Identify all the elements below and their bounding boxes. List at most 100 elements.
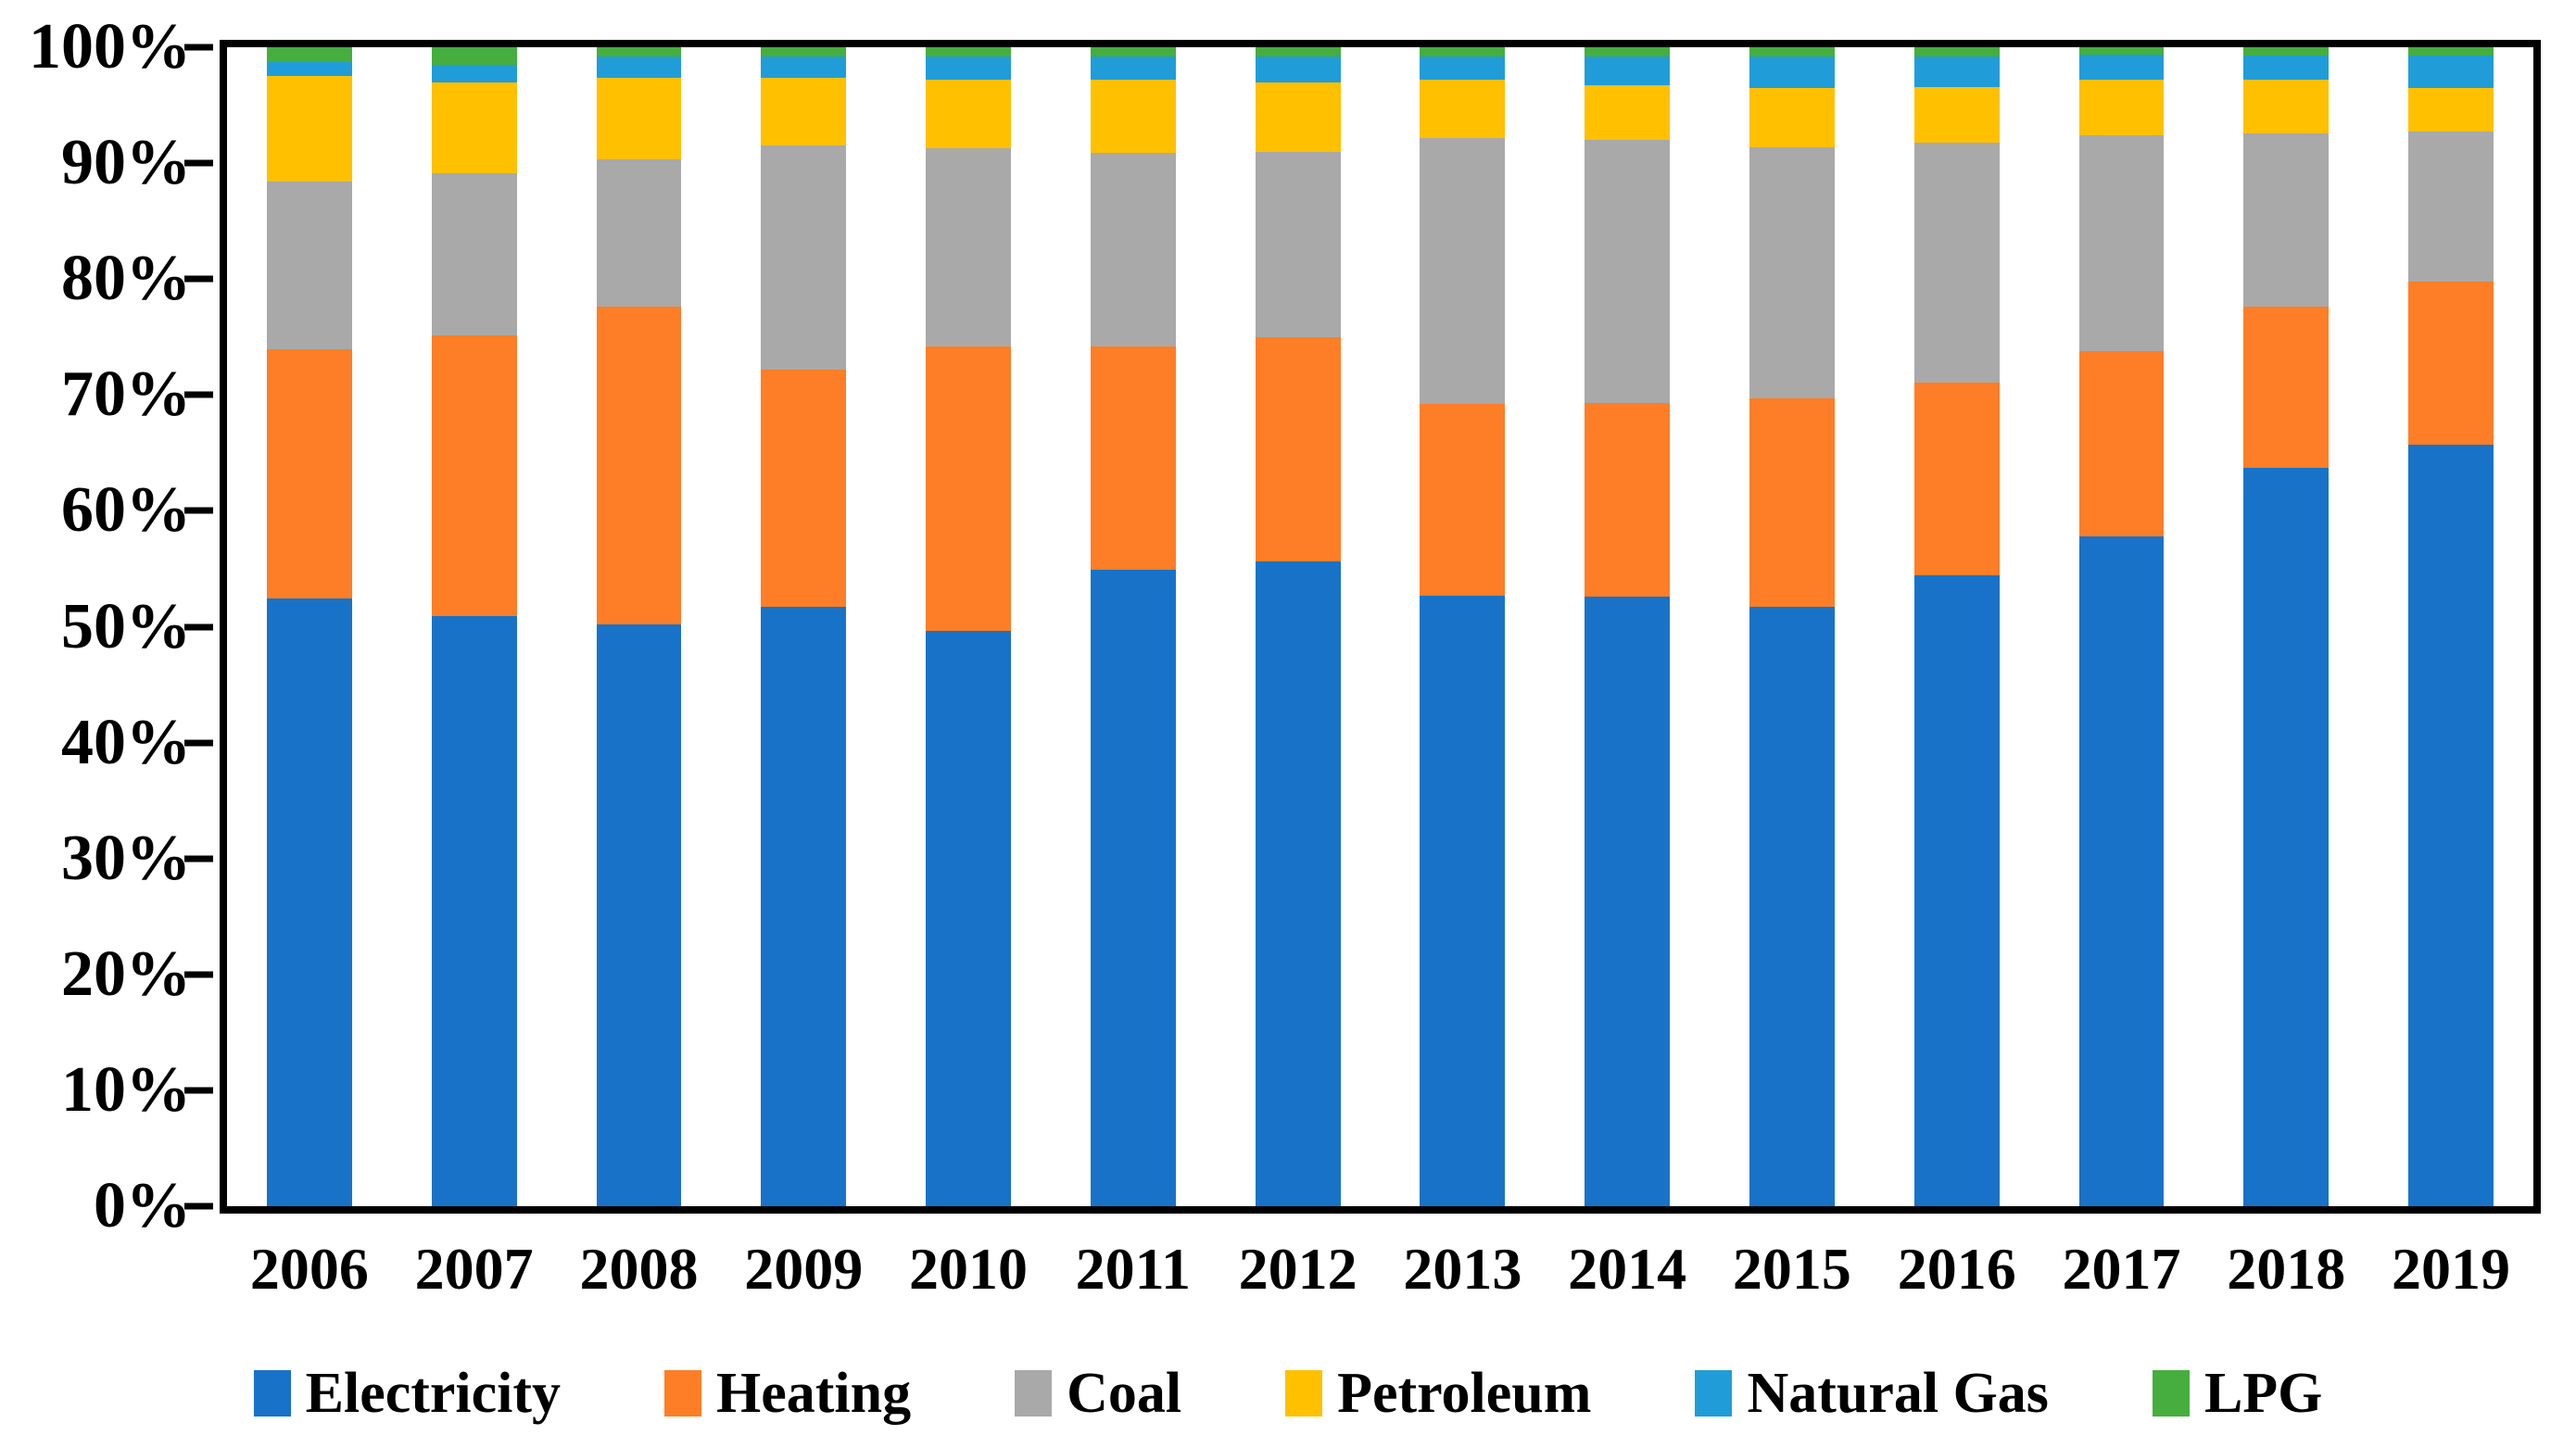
segment-electricity bbox=[431, 616, 517, 1206]
legend-swatch bbox=[2152, 1370, 2190, 1417]
segment-natural-gas bbox=[431, 64, 517, 82]
segment-electricity bbox=[266, 598, 352, 1206]
y-tick-mark bbox=[184, 623, 213, 630]
y-tick-label: 60% bbox=[61, 474, 191, 547]
segment-petroleum bbox=[1585, 85, 1671, 141]
bar-2014 bbox=[1585, 47, 1671, 1206]
segment-coal bbox=[1420, 137, 1506, 405]
bar-2019 bbox=[2408, 47, 2494, 1206]
segment-heating bbox=[1255, 336, 1341, 562]
segment-coal bbox=[1585, 140, 1671, 404]
y-tick-mark bbox=[184, 44, 213, 51]
segment-coal bbox=[926, 147, 1011, 346]
segment-electricity bbox=[1255, 561, 1341, 1206]
bar-slot-2017 bbox=[2039, 47, 2204, 1206]
segment-heating bbox=[1585, 403, 1671, 597]
segment-electricity bbox=[2243, 468, 2330, 1206]
bar-2008 bbox=[596, 47, 682, 1206]
bar-slot-2014 bbox=[1545, 47, 1710, 1206]
x-tick-label: 2012 bbox=[1238, 1236, 1357, 1302]
legend-label: Coal bbox=[1067, 1362, 1182, 1425]
y-tick-mark bbox=[184, 855, 213, 863]
legend-swatch bbox=[1015, 1370, 1053, 1417]
segment-coal bbox=[1913, 142, 2000, 383]
segment-natural-gas bbox=[266, 62, 352, 77]
segment-coal bbox=[1749, 146, 1835, 399]
segment-electricity bbox=[1090, 570, 1176, 1206]
segment-natural-gas bbox=[1913, 57, 2000, 87]
y-tick-mark bbox=[184, 159, 213, 167]
segment-heating bbox=[596, 307, 682, 624]
segment-natural-gas bbox=[596, 57, 682, 78]
segment-lpg bbox=[2408, 47, 2494, 56]
bar-slot-2015 bbox=[1710, 47, 1875, 1206]
segment-electricity bbox=[1913, 575, 2000, 1206]
segment-natural-gas bbox=[1420, 57, 1506, 81]
segment-coal bbox=[431, 173, 517, 336]
bar-slot-2011 bbox=[1051, 47, 1216, 1206]
y-tick-label: 20% bbox=[61, 938, 191, 1010]
segment-heating bbox=[2078, 350, 2165, 536]
bar-slot-2009 bbox=[721, 47, 886, 1206]
segment-heating bbox=[1913, 382, 2000, 576]
segment-electricity bbox=[2078, 535, 2165, 1206]
bars-container bbox=[227, 47, 2533, 1206]
y-tick-mark bbox=[184, 739, 213, 747]
x-axis-labels: 2006 2007 2008 2009 2010 2011 2012 2013 2014 2015… bbox=[227, 1240, 2533, 1299]
bar-2015 bbox=[1749, 47, 1835, 1206]
y-tick-label: 90% bbox=[61, 127, 191, 199]
segment-heating bbox=[926, 346, 1011, 632]
bar-slot-2012 bbox=[1216, 47, 1381, 1206]
segment-electricity bbox=[596, 623, 682, 1206]
segment-natural-gas bbox=[1090, 57, 1176, 81]
bar-2012 bbox=[1255, 47, 1341, 1206]
segment-petroleum bbox=[266, 76, 352, 183]
x-tick-label: 2017 bbox=[2062, 1236, 2181, 1302]
legend-label: Natural Gas bbox=[1747, 1362, 2049, 1425]
legend-swatch bbox=[253, 1370, 291, 1417]
segment-lpg bbox=[1090, 47, 1176, 57]
segment-lpg bbox=[1913, 47, 2000, 57]
segment-petroleum bbox=[2243, 80, 2330, 133]
segment-lpg bbox=[761, 47, 847, 57]
bar-2013 bbox=[1420, 47, 1506, 1206]
bar-2011 bbox=[1090, 47, 1176, 1206]
bar-2007 bbox=[431, 47, 517, 1206]
segment-petroleum bbox=[2078, 80, 2165, 136]
y-tick-label: 40% bbox=[61, 706, 191, 778]
y-axis-labels: 0% 10% 20% 30% 40% 50% 60% 70% 80% 90% 100% bbox=[0, 15, 191, 1239]
segment-natural-gas bbox=[1255, 57, 1341, 82]
segment-lpg bbox=[1585, 47, 1671, 57]
x-tick-label: 2006 bbox=[249, 1236, 369, 1302]
segment-petroleum bbox=[1255, 82, 1341, 152]
segment-petroleum bbox=[1090, 80, 1176, 153]
bar-2017 bbox=[2078, 47, 2165, 1206]
segment-petroleum bbox=[926, 80, 1011, 148]
segment-lpg bbox=[266, 47, 352, 63]
bar-2009 bbox=[761, 47, 847, 1206]
legend-item-natural-gas: Natural Gas bbox=[1695, 1365, 2049, 1422]
segment-coal bbox=[596, 159, 682, 308]
y-tick-mark bbox=[184, 391, 213, 398]
segment-coal bbox=[1090, 152, 1176, 346]
segment-electricity bbox=[1420, 595, 1506, 1206]
segment-coal bbox=[2408, 132, 2494, 282]
segment-electricity bbox=[926, 631, 1011, 1206]
x-tick-label: 2019 bbox=[2392, 1236, 2511, 1302]
segment-coal bbox=[1255, 151, 1341, 337]
segment-coal bbox=[266, 182, 352, 350]
legend-item-heating: Heating bbox=[664, 1365, 911, 1422]
legend-label: LPG bbox=[2203, 1362, 2323, 1425]
y-tick-label: 10% bbox=[61, 1053, 191, 1126]
segment-heating bbox=[2408, 281, 2494, 446]
segment-natural-gas bbox=[1749, 57, 1835, 88]
x-tick-label: 2015 bbox=[1732, 1236, 1851, 1302]
y-tick-label: 50% bbox=[61, 590, 191, 662]
x-tick-label: 2009 bbox=[744, 1236, 864, 1302]
y-tick-label: 30% bbox=[61, 822, 191, 894]
segment-lpg bbox=[1420, 47, 1506, 57]
legend-swatch bbox=[664, 1370, 702, 1417]
bar-2016 bbox=[1913, 47, 2000, 1206]
y-tick-mark bbox=[184, 1202, 213, 1210]
